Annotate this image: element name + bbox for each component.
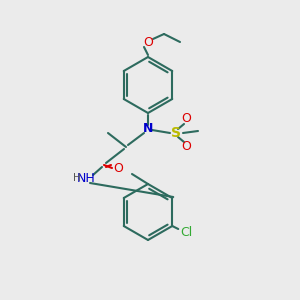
Text: Cl: Cl xyxy=(180,226,192,238)
Text: H: H xyxy=(73,173,81,183)
Text: NH: NH xyxy=(76,172,95,185)
Text: O: O xyxy=(181,112,191,125)
Text: S: S xyxy=(171,126,181,140)
Text: O: O xyxy=(113,163,123,176)
Text: N: N xyxy=(143,122,153,136)
Text: O: O xyxy=(181,140,191,154)
Text: O: O xyxy=(143,35,153,49)
